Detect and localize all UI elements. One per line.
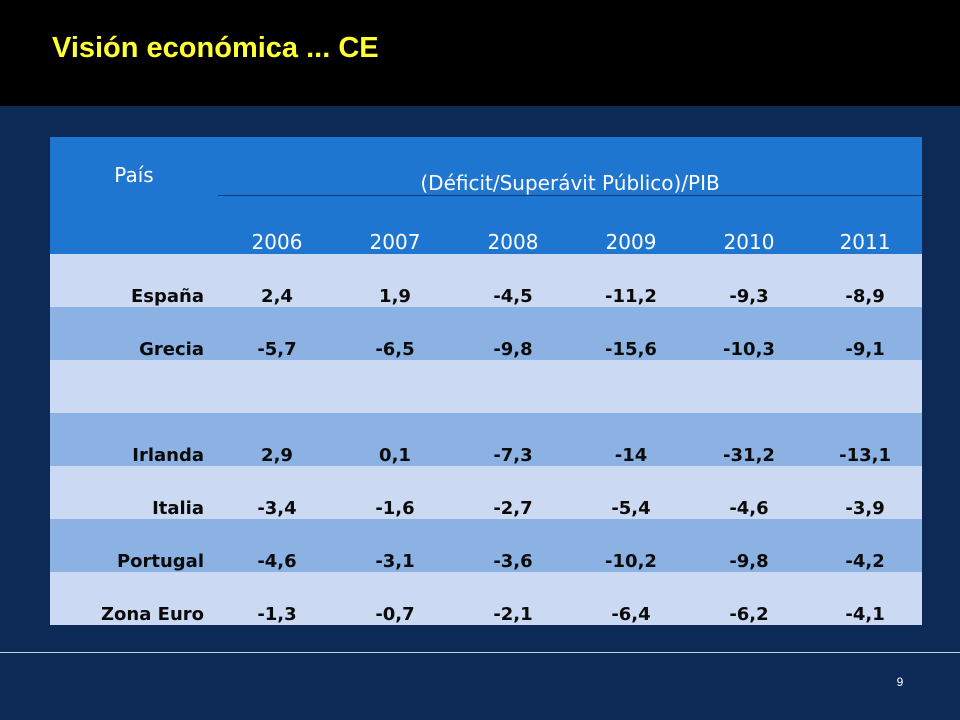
value-cell: -9,8 bbox=[690, 519, 808, 572]
country-cell: Grecia bbox=[50, 307, 218, 360]
value-cell bbox=[336, 360, 454, 413]
value-cell: -15,6 bbox=[572, 307, 690, 360]
value-cell: -9,1 bbox=[808, 307, 923, 360]
slide-title: Visión económica ... CE bbox=[52, 32, 379, 64]
country-cell: Portugal bbox=[50, 519, 218, 572]
table-row: Italia -3,4 -1,6 -2,7 -5,4 -4,6 -3,9 bbox=[50, 466, 923, 519]
value-cell: -6,5 bbox=[336, 307, 454, 360]
year-header: 2007 bbox=[336, 195, 454, 254]
value-cell: -7,3 bbox=[454, 413, 572, 466]
value-cell: -31,2 bbox=[690, 413, 808, 466]
table-row: España 2,4 1,9 -4,5 -11,2 -9,3 -8,9 bbox=[50, 254, 923, 307]
value-cell bbox=[690, 360, 808, 413]
value-cell bbox=[454, 360, 572, 413]
value-cell: -2,7 bbox=[454, 466, 572, 519]
value-cell: -10,2 bbox=[572, 519, 690, 572]
value-cell: -6,2 bbox=[690, 572, 808, 625]
value-cell: -14 bbox=[572, 413, 690, 466]
value-cell bbox=[218, 360, 336, 413]
value-cell bbox=[808, 360, 923, 413]
value-cell: -4,1 bbox=[808, 572, 923, 625]
value-cell: -5,7 bbox=[218, 307, 336, 360]
value-cell bbox=[572, 360, 690, 413]
value-cell: -4,6 bbox=[690, 466, 808, 519]
value-cell: -3,4 bbox=[218, 466, 336, 519]
value-cell: -9,8 bbox=[454, 307, 572, 360]
year-header: 2011 bbox=[808, 195, 923, 254]
country-cell: Italia bbox=[50, 466, 218, 519]
year-header-row: 2006 2007 2008 2009 2010 2011 bbox=[50, 195, 923, 254]
country-cell: Irlanda bbox=[50, 413, 218, 466]
value-cell: -0,7 bbox=[336, 572, 454, 625]
year-header: 2009 bbox=[572, 195, 690, 254]
year-header: 2006 bbox=[218, 195, 336, 254]
value-cell: -8,9 bbox=[808, 254, 923, 307]
value-cell: -3,9 bbox=[808, 466, 923, 519]
country-cell: Zona Euro bbox=[50, 572, 218, 625]
table-row: Grecia -5,7 -6,5 -9,8 -15,6 -10,3 -9,1 bbox=[50, 307, 923, 360]
page-number: 9 bbox=[896, 675, 904, 689]
value-cell: -2,1 bbox=[454, 572, 572, 625]
value-cell: 1,9 bbox=[336, 254, 454, 307]
value-cell: -4,6 bbox=[218, 519, 336, 572]
value-cell: -10,3 bbox=[690, 307, 808, 360]
value-cell: -11,2 bbox=[572, 254, 690, 307]
value-cell: -4,5 bbox=[454, 254, 572, 307]
table-row bbox=[50, 360, 923, 413]
value-cell: 0,1 bbox=[336, 413, 454, 466]
table-row: Portugal -4,6 -3,1 -3,6 -10,2 -9,8 -4,2 bbox=[50, 519, 923, 572]
value-cell: -5,4 bbox=[572, 466, 690, 519]
value-cell: -4,2 bbox=[808, 519, 923, 572]
year-header: 2008 bbox=[454, 195, 572, 254]
metric-header: (Déficit/Superávit Público)/PIB bbox=[218, 137, 923, 196]
country-cell bbox=[50, 360, 218, 413]
deficit-table: País (Déficit/Superávit Público)/PIB 200… bbox=[50, 137, 923, 625]
country-column-header: País bbox=[50, 137, 218, 254]
value-cell: -3,6 bbox=[454, 519, 572, 572]
value-cell: -9,3 bbox=[690, 254, 808, 307]
table-row: Irlanda 2,9 0,1 -7,3 -14 -31,2 -13,1 bbox=[50, 413, 923, 466]
table-row: Zona Euro -1,3 -0,7 -2,1 -6,4 -6,2 -4,1 bbox=[50, 572, 923, 625]
value-cell: 2,9 bbox=[218, 413, 336, 466]
footer-divider bbox=[0, 652, 960, 653]
value-cell: -1,3 bbox=[218, 572, 336, 625]
value-cell: -6,4 bbox=[572, 572, 690, 625]
title-bar: Visión económica ... CE bbox=[0, 0, 960, 106]
value-cell: -13,1 bbox=[808, 413, 923, 466]
country-cell: España bbox=[50, 254, 218, 307]
year-header: 2010 bbox=[690, 195, 808, 254]
value-cell: 2,4 bbox=[218, 254, 336, 307]
table-body: España 2,4 1,9 -4,5 -11,2 -9,3 -8,9 Grecia -5,7-… bbox=[50, 254, 923, 625]
value-cell: -1,6 bbox=[336, 466, 454, 519]
value-cell: -3,1 bbox=[336, 519, 454, 572]
